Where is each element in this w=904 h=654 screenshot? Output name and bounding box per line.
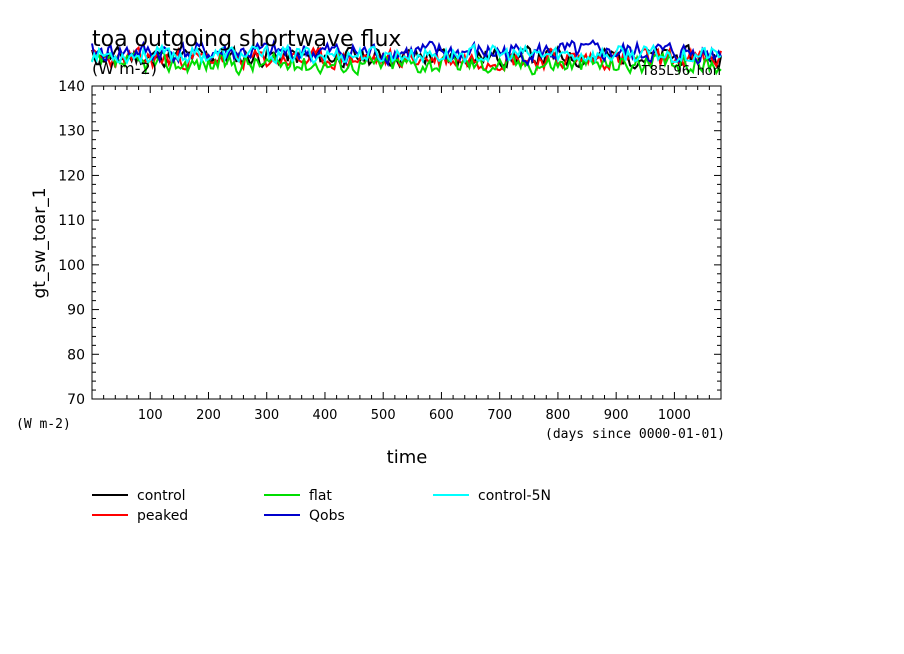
series-line-Qobs	[91, 38, 722, 68]
series-line-control-5N	[91, 42, 722, 66]
legend-label: peaked	[137, 508, 188, 524]
x-axis-label: time	[387, 447, 428, 468]
x-tick-label: 200	[196, 408, 221, 423]
y-axis-units: (W m-2)	[16, 417, 71, 432]
y-tick-label: 80	[67, 347, 85, 363]
y-axis: 70 80 90 100 110 120 130 140	[58, 79, 721, 408]
x-tick-label: 500	[371, 408, 396, 423]
plot-frame	[91, 85, 722, 400]
y-tick-label: 130	[58, 124, 85, 140]
legend-label: flat	[309, 488, 332, 504]
x-axis-units: (days since 0000-01-01)	[545, 427, 725, 442]
series-line-flat	[91, 50, 722, 77]
x-tick-label: 700	[487, 408, 512, 423]
x-tick-label: 1000	[658, 408, 691, 423]
x-tick-label: 300	[254, 408, 279, 423]
x-tick-label: 100	[138, 408, 163, 423]
y-axis-label: gt_sw_toar_1	[30, 187, 50, 298]
y-tick-label: 110	[58, 213, 85, 229]
y-tick-label: 90	[67, 303, 85, 319]
x-axis: 100 200 300 400 500 600 700 800 900 1000	[103, 86, 710, 423]
y-tick-label: 70	[67, 392, 85, 408]
corner-label: T85L96_hon	[641, 64, 721, 79]
legend-label: Qobs	[309, 508, 345, 524]
x-tick-label: 800	[546, 408, 571, 423]
x-tick-label: 900	[604, 408, 629, 423]
y-tick-label: 100	[58, 258, 85, 274]
y-tick-label: 120	[58, 168, 85, 184]
series-layer	[91, 38, 722, 77]
chart-title: toa outgoing shortwave flux	[92, 27, 401, 52]
title-units: (W m-2)	[92, 59, 157, 78]
x-tick-label: 400	[313, 408, 338, 423]
x-tick-label: 600	[429, 408, 454, 423]
y-tick-label: 140	[58, 79, 85, 95]
legend-label: control	[137, 488, 186, 504]
legend: control peaked flat Qobs control-5N	[92, 488, 551, 524]
legend-label: control-5N	[478, 488, 551, 504]
